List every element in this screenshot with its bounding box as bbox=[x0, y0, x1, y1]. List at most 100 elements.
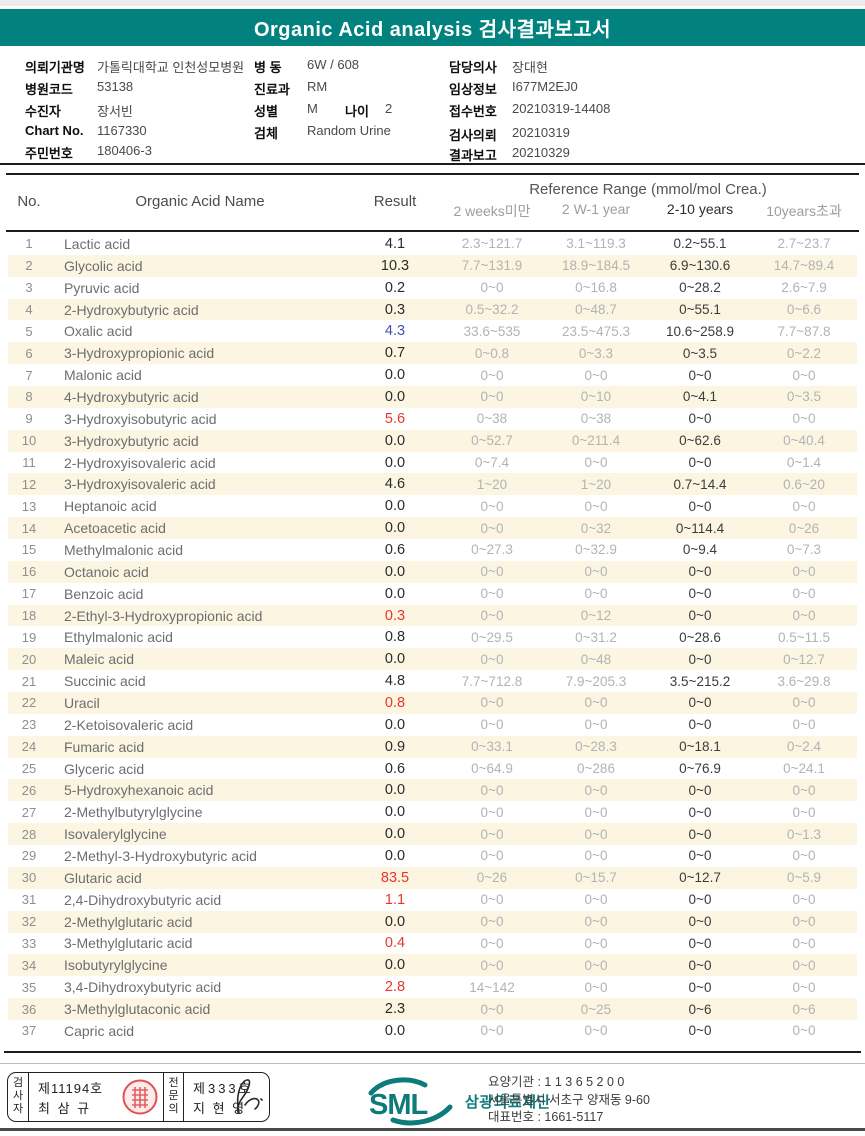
ref-2w-1year: 3.1~119.3 bbox=[566, 236, 626, 252]
field-ward: 병 동 bbox=[254, 57, 282, 76]
acid-name: 5-Hydroxyhexanoic acid bbox=[64, 782, 214, 799]
table-row: 5 Oxalic acid 4.3 33.6~535 23.5~475.3 10… bbox=[8, 320, 857, 342]
result-value: 0.4 bbox=[384, 935, 406, 952]
row-no: 3 bbox=[25, 280, 33, 296]
table-row: 34 Isobutyrylglycine 0.0 0~0 0~0 0~0 0~0 bbox=[8, 954, 857, 977]
ref-2-10years: 0~0 bbox=[688, 935, 712, 951]
ref-2-10years: 0~0 bbox=[688, 826, 712, 842]
ref-2weeks: 0~0 bbox=[480, 586, 504, 602]
ref-2w-1year: 0~48 bbox=[580, 651, 612, 667]
ref-2-10years: 0~0 bbox=[688, 914, 712, 930]
ref-2w-1year: 0~48.7 bbox=[575, 302, 617, 317]
ref-2weeks: 1~20 bbox=[476, 476, 508, 492]
ref-2w-1year: 0~0 bbox=[584, 892, 608, 908]
ref-over10: 0~0 bbox=[792, 1023, 816, 1039]
specialist-credentials: 제333호 지 현 영 bbox=[184, 1073, 269, 1121]
table-row: 9 3-Hydroxyisobutyric acid 5.6 0~38 0~38… bbox=[8, 408, 857, 430]
table-row: 22 Uracil 0.8 0~0 0~0 0~0 0~0 bbox=[8, 692, 857, 714]
ref-2-10years: 0~0 bbox=[688, 848, 712, 864]
row-no: 9 bbox=[25, 411, 33, 427]
title-banner: Organic Acid analysis 검사결과보고서 bbox=[0, 9, 865, 46]
ref-2w-1year: 0~0 bbox=[584, 717, 608, 733]
acid-name: Acetoacetic acid bbox=[64, 520, 166, 537]
row-no: 15 bbox=[21, 542, 37, 558]
ref-2-10years: 0~9.4 bbox=[682, 542, 718, 558]
ref-2w-1year: 0~25 bbox=[580, 1001, 612, 1017]
specialist-role-label: 전문의 bbox=[163, 1073, 184, 1121]
ref-2weeks: 0~0 bbox=[480, 804, 504, 820]
ref-2w-1year: 0~28.3 bbox=[575, 739, 617, 755]
ref-2weeks: 0~0 bbox=[480, 498, 504, 514]
field-report-date: 결과보고 bbox=[449, 148, 497, 163]
field-clinical-info: 임상정보 bbox=[449, 82, 497, 97]
ref-2w-1year: 0~0 bbox=[584, 935, 608, 951]
row-no: 23 bbox=[21, 717, 37, 733]
ref-2-10years: 0~0 bbox=[688, 957, 712, 973]
row-no: 19 bbox=[21, 629, 37, 645]
row-no: 20 bbox=[21, 651, 37, 667]
row-no: 28 bbox=[21, 826, 37, 842]
row-no: 32 bbox=[21, 914, 37, 930]
table-row: 26 5-Hydroxyhexanoic acid 0.0 0~0 0~0 0~… bbox=[8, 779, 857, 802]
ref-over10: 0.5~11.5 bbox=[778, 629, 830, 645]
ref-2-10years: 6.9~130.6 bbox=[669, 258, 731, 274]
ref-2-10years: 0~0 bbox=[688, 586, 712, 602]
row-no: 10 bbox=[21, 433, 37, 449]
table-row: 6 3-Hydroxypropionic acid 0.7 0~0.8 0~3.… bbox=[8, 342, 857, 365]
result-value: 4.6 bbox=[384, 476, 406, 493]
table-row: 20 Maleic acid 0.0 0~0 0~48 0~0 0~12.7 bbox=[8, 648, 857, 671]
result-value: 0.8 bbox=[384, 694, 406, 711]
ref-over10: 0~0 bbox=[792, 411, 816, 427]
col-header-result: Result bbox=[373, 193, 417, 210]
result-value: 0.3 bbox=[384, 607, 406, 624]
result-value: 0.9 bbox=[384, 738, 406, 755]
examiner-role-label: 검사자 bbox=[8, 1073, 29, 1121]
ref-2w-1year: 0~12 bbox=[580, 608, 612, 624]
ref-2w-1year: 0~38 bbox=[580, 411, 612, 427]
row-no: 16 bbox=[21, 564, 37, 580]
ref-2weeks: 0~26 bbox=[476, 870, 508, 886]
acid-name: Fumaric acid bbox=[64, 738, 145, 755]
acid-name: Oxalic acid bbox=[64, 323, 133, 340]
acid-name: Heptanoic acid bbox=[64, 498, 157, 515]
row-no: 12 bbox=[21, 476, 37, 492]
ref-2weeks: 0~64.9 bbox=[471, 761, 513, 777]
ref-2-10years: 0~28.2 bbox=[679, 280, 721, 296]
ref-2-10years: 0~0 bbox=[688, 564, 712, 580]
ref-2weeks: 7.7~131.9 bbox=[461, 258, 523, 274]
table-row: 3 Pyruvic acid 0.2 0~0 0~16.8 0~28.2 2.6… bbox=[8, 277, 857, 299]
row-no: 11 bbox=[22, 455, 36, 471]
ref-col-2w-1year: 2 W-1 year bbox=[561, 201, 631, 217]
ref-over10: 0~0 bbox=[792, 892, 816, 908]
ref-over10: 0~0 bbox=[792, 564, 816, 580]
result-value: 0.0 bbox=[384, 520, 406, 537]
ref-col-2weeks: 2 weeks미만 bbox=[453, 203, 531, 219]
result-value: 0.3 bbox=[384, 301, 406, 318]
table-row: 27 2-Methylbutyrylglycine 0.0 0~0 0~0 0~… bbox=[8, 801, 857, 823]
row-no: 31 bbox=[21, 892, 37, 908]
result-value: 0.7 bbox=[384, 345, 406, 362]
acid-name: Glutaric acid bbox=[64, 869, 142, 886]
ref-2w-1year: 0~31.2 bbox=[575, 629, 617, 645]
row-no: 30 bbox=[21, 870, 37, 886]
row-no: 18 bbox=[21, 608, 37, 624]
ref-2w-1year: 18.9~184.5 bbox=[562, 258, 630, 274]
ref-2w-1year: 0~0 bbox=[584, 804, 608, 820]
result-value: 2.8 bbox=[384, 979, 406, 996]
specialist-name: 지 현 영 bbox=[193, 1100, 247, 1116]
field-receipt-no: 접수번호 bbox=[449, 104, 497, 119]
ref-2weeks: 0~0 bbox=[480, 651, 504, 667]
result-value: 0.0 bbox=[384, 585, 406, 602]
acid-name: 3,4-Dihydroxybutyric acid bbox=[64, 979, 222, 996]
row-no: 5 bbox=[25, 323, 33, 339]
row-no: 26 bbox=[21, 782, 37, 798]
field-institution: 의뢰기관명 bbox=[25, 57, 85, 76]
acid-name: 2-Ethyl-3-Hydroxypropionic acid bbox=[64, 607, 263, 624]
result-value: 0.0 bbox=[384, 826, 406, 843]
ref-2w-1year: 0~0 bbox=[584, 826, 608, 842]
examiner-credentials: 제11194호 최 삼 규 bbox=[29, 1073, 163, 1121]
acid-name: 2-Methylglutaric acid bbox=[64, 913, 193, 930]
row-no: 1 bbox=[25, 236, 33, 252]
field-doctor: 담당의사 bbox=[449, 60, 497, 75]
